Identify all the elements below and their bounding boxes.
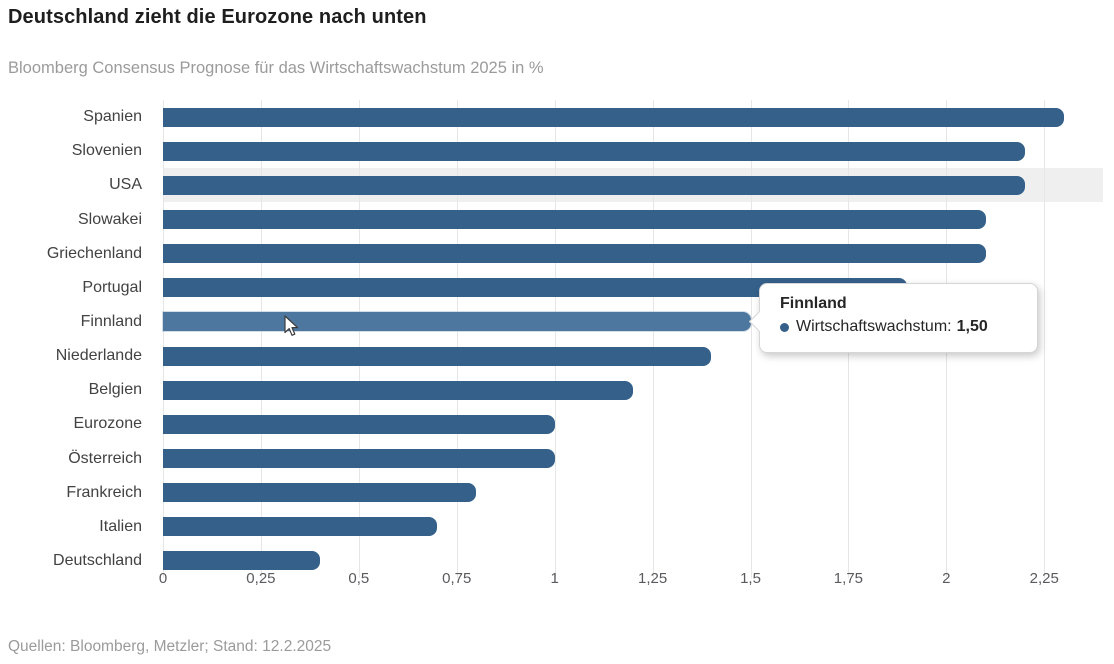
- tooltip-title: Finnland: [780, 295, 847, 312]
- category-label-portugal: Portugal: [82, 278, 142, 296]
- x-tick-label: 2: [942, 570, 951, 587]
- tooltip: Finnland Wirtschaftswachstum: 1,50: [759, 283, 1038, 353]
- bar-österreich[interactable]: [163, 449, 555, 468]
- series-marker-icon: [780, 322, 789, 332]
- chart-title: Deutschland zieht die Eurozone nach unte…: [8, 6, 427, 28]
- bar-spanien[interactable]: [163, 107, 1064, 127]
- x-tick-label: 0: [158, 570, 168, 587]
- bar-griechenland[interactable]: [163, 244, 986, 264]
- x-tick-label: 1,5: [740, 570, 761, 587]
- source-note: Quellen: Bloomberg, Metzler; Stand: 12.2…: [8, 638, 332, 655]
- bar-finnland[interactable]: [163, 312, 751, 332]
- bar-belgien[interactable]: [163, 380, 633, 400]
- gridline: [652, 100, 654, 578]
- x-axis: 0 0,25 0,5 0,75 1 1,25 1,5 1,75 2 2,25: [159, 570, 1103, 590]
- category-label-niederlande: Niederlande: [55, 347, 142, 365]
- category-label-frankreich: Frankreich: [66, 483, 142, 501]
- gridline: [163, 100, 164, 578]
- x-tick-label: 0,75: [442, 570, 472, 587]
- bar-usa[interactable]: [163, 175, 1025, 195]
- bar-slovenien[interactable]: [163, 141, 1025, 161]
- tooltip-series-row: Wirtschaftswachstum: 1,50: [780, 318, 1021, 336]
- gridline: [260, 100, 262, 578]
- category-label-griechenland: Griechenland: [46, 244, 142, 262]
- bar-italien[interactable]: [163, 517, 438, 537]
- x-tick-label: 0,25: [246, 570, 276, 587]
- plot-area: [163, 100, 1103, 578]
- chart-subtitle: Bloomberg Consensus Prognose für das Wir…: [8, 59, 544, 77]
- x-tick-label: 2,25: [1029, 570, 1059, 587]
- tooltip-series-label: Wirtschaftswachstum:: [796, 318, 952, 335]
- bar-portugal[interactable]: [163, 278, 908, 298]
- mouse-cursor-icon: [284, 315, 299, 336]
- tooltip-value: 1,50: [956, 318, 988, 335]
- bar-eurozone[interactable]: [163, 414, 555, 434]
- category-label-eurozone: Eurozone: [73, 415, 143, 433]
- category-label-deutschland: Deutschland: [53, 551, 142, 569]
- x-tick-label: 0,5: [348, 570, 370, 587]
- gridline: [456, 100, 458, 578]
- category-axis: Spanien Slovenien USA Slowakei Griechenland P…: [0, 100, 142, 578]
- gridline: [554, 100, 556, 578]
- bar-frankreich[interactable]: [163, 483, 477, 503]
- category-label-italien: Italien: [99, 517, 142, 535]
- category-label-spanien: Spanien: [83, 108, 142, 126]
- gridline: [1044, 100, 1046, 578]
- category-label-slovenien: Slovenien: [71, 142, 142, 160]
- bar-slowakei[interactable]: [163, 210, 986, 229]
- category-label-finnland: Finnland: [80, 312, 142, 330]
- bar-deutschland[interactable]: [163, 551, 320, 571]
- category-label-usa: USA: [109, 176, 142, 194]
- gridline: [358, 100, 360, 578]
- x-tick-label: 1,25: [637, 570, 668, 587]
- category-label-slowakei: Slowakei: [77, 210, 142, 228]
- category-label-österreich: Österreich: [68, 449, 142, 467]
- bar-niederlande[interactable]: [163, 346, 712, 366]
- category-label-belgien: Belgien: [88, 381, 142, 399]
- x-tick-label: 1: [550, 570, 559, 587]
- x-tick-label: 1,75: [833, 570, 864, 587]
- gridline: [750, 100, 752, 578]
